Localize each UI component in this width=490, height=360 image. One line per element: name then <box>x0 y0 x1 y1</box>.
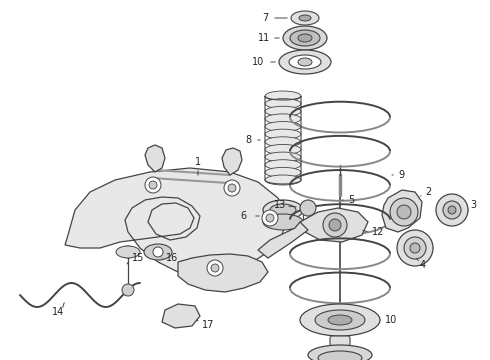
Circle shape <box>266 214 274 222</box>
Text: 9: 9 <box>398 170 404 180</box>
Circle shape <box>390 198 418 226</box>
Polygon shape <box>162 304 200 328</box>
Circle shape <box>300 200 316 216</box>
Ellipse shape <box>265 175 301 185</box>
Ellipse shape <box>265 152 301 162</box>
Ellipse shape <box>291 11 319 25</box>
Polygon shape <box>300 208 368 242</box>
Ellipse shape <box>270 204 296 216</box>
Circle shape <box>262 210 278 226</box>
Ellipse shape <box>328 315 352 325</box>
Text: 13: 13 <box>274 200 286 210</box>
Text: 15: 15 <box>132 253 145 263</box>
Ellipse shape <box>265 144 301 154</box>
Ellipse shape <box>289 55 321 69</box>
Polygon shape <box>222 148 242 175</box>
Text: 7: 7 <box>262 13 268 23</box>
Text: 3: 3 <box>470 200 476 210</box>
Circle shape <box>323 213 347 237</box>
Text: 8: 8 <box>245 135 251 145</box>
Text: 16: 16 <box>166 253 178 263</box>
Ellipse shape <box>318 351 362 360</box>
Circle shape <box>149 181 157 189</box>
Text: 14: 14 <box>52 307 64 317</box>
Circle shape <box>211 264 219 272</box>
Text: 11: 11 <box>258 33 270 43</box>
Circle shape <box>329 219 341 231</box>
Ellipse shape <box>300 304 380 336</box>
Polygon shape <box>258 222 308 258</box>
Ellipse shape <box>265 91 301 101</box>
Ellipse shape <box>315 310 365 330</box>
Circle shape <box>122 246 134 258</box>
Ellipse shape <box>265 129 301 139</box>
Text: 1: 1 <box>195 157 201 167</box>
Circle shape <box>410 243 420 253</box>
FancyBboxPatch shape <box>330 336 350 360</box>
Circle shape <box>145 177 161 193</box>
Text: 10: 10 <box>252 57 264 67</box>
Ellipse shape <box>265 167 301 177</box>
Text: 4: 4 <box>420 260 426 270</box>
Text: 2: 2 <box>425 187 431 197</box>
Polygon shape <box>178 254 268 292</box>
Text: 6: 6 <box>240 211 246 221</box>
Ellipse shape <box>299 15 311 21</box>
Ellipse shape <box>144 244 172 260</box>
Polygon shape <box>145 145 165 172</box>
Text: 12: 12 <box>372 227 384 237</box>
Ellipse shape <box>265 160 301 170</box>
Polygon shape <box>382 190 422 232</box>
Ellipse shape <box>263 214 303 230</box>
Text: 10: 10 <box>385 315 397 325</box>
Ellipse shape <box>265 114 301 124</box>
Circle shape <box>443 201 461 219</box>
Circle shape <box>122 284 134 296</box>
Text: 17: 17 <box>202 320 215 330</box>
Ellipse shape <box>116 246 140 258</box>
Ellipse shape <box>308 345 372 360</box>
Ellipse shape <box>290 30 320 46</box>
Circle shape <box>397 205 411 219</box>
Ellipse shape <box>263 200 303 220</box>
Ellipse shape <box>265 122 301 131</box>
Ellipse shape <box>298 58 312 66</box>
Circle shape <box>224 180 240 196</box>
Circle shape <box>397 230 433 266</box>
Ellipse shape <box>265 106 301 116</box>
Text: 5: 5 <box>348 195 354 205</box>
Circle shape <box>153 247 163 257</box>
Ellipse shape <box>265 137 301 147</box>
Ellipse shape <box>279 50 331 74</box>
Circle shape <box>448 206 456 214</box>
Circle shape <box>404 237 426 259</box>
Circle shape <box>436 194 468 226</box>
Circle shape <box>228 184 236 192</box>
Ellipse shape <box>298 34 312 42</box>
Ellipse shape <box>283 26 327 50</box>
Ellipse shape <box>265 99 301 109</box>
Circle shape <box>207 260 223 276</box>
Polygon shape <box>65 168 288 276</box>
